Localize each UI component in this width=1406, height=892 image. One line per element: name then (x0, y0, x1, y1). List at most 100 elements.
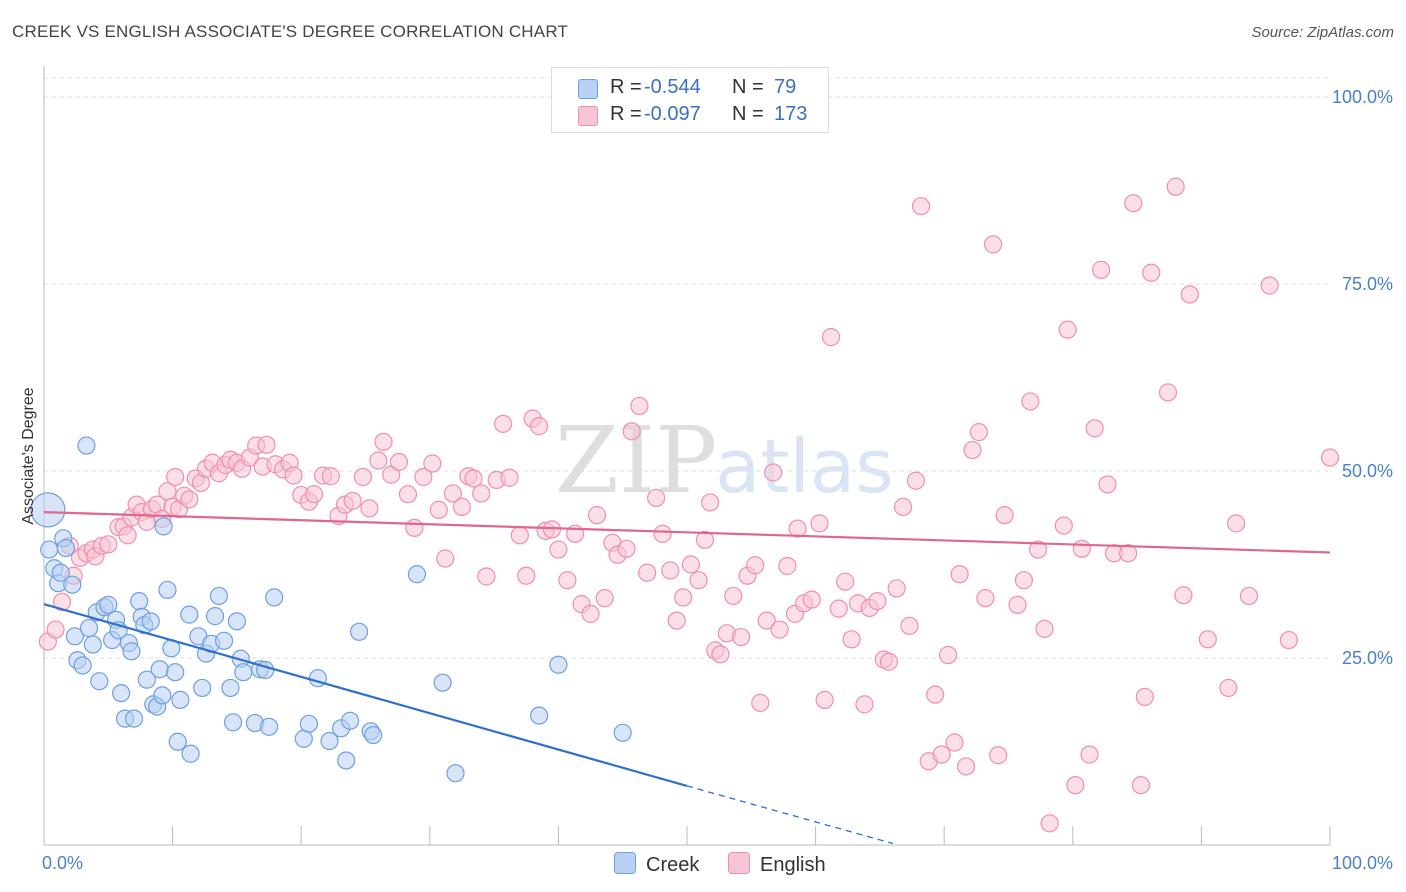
english-point-94 (661, 561, 680, 580)
creek-point-4 (51, 563, 70, 582)
english-point-158 (1085, 419, 1104, 438)
english-swatch (578, 106, 598, 126)
creek-point-74 (549, 655, 568, 674)
english-point-55 (374, 432, 393, 451)
english-point-140 (956, 757, 976, 776)
english-point-72 (500, 468, 519, 487)
english-point-13 (118, 526, 137, 545)
english-point-65 (452, 497, 472, 517)
english-point-169 (1174, 586, 1193, 605)
english-point-52 (353, 467, 373, 487)
english-point-130 (893, 497, 913, 517)
creek-point-66 (340, 711, 360, 730)
creek-point-26 (130, 592, 149, 611)
creek-point-69 (364, 725, 383, 745)
english-point-175 (1260, 276, 1279, 295)
english-point-122 (842, 630, 861, 649)
creek-point-51 (223, 713, 243, 732)
zipatlas-watermark-atlas: atlas (715, 424, 894, 510)
english-point-170 (1180, 285, 1199, 304)
english-point-60 (414, 467, 433, 487)
legend-row-english: R = -0.097 N = 173 (552, 101, 828, 129)
creek-point-6 (56, 538, 75, 558)
english-point-53 (360, 499, 379, 518)
zipatlas-watermark: ZIP (555, 407, 717, 514)
english-r-label: R = (610, 103, 642, 125)
creek-point-72 (446, 764, 465, 783)
trend-lines (43, 511, 1331, 845)
creek-trend-extension (686, 785, 893, 845)
creek-point-12 (79, 618, 99, 638)
english-point-69 (477, 567, 496, 586)
english-point-64 (443, 484, 463, 503)
english-point-145 (989, 746, 1008, 765)
english-point-10 (99, 535, 118, 554)
english-point-73 (510, 526, 529, 545)
english-point-39 (257, 435, 276, 454)
english-point-62 (429, 500, 448, 519)
english-point-166 (1142, 263, 1161, 282)
creek-point-35 (154, 517, 173, 536)
english-point-89 (622, 422, 641, 441)
english-point-23 (166, 467, 185, 487)
creek-point-49 (214, 631, 234, 650)
creek-point-1 (40, 540, 59, 559)
english-point-143 (976, 589, 995, 608)
creek-point-0 (30, 492, 66, 528)
english-point-51 (343, 491, 362, 511)
creek-point-71 (433, 673, 452, 692)
creek-point-52 (227, 612, 246, 631)
english-point-174 (1239, 586, 1259, 606)
english-point-149 (1021, 392, 1040, 411)
english-point-90 (630, 396, 649, 416)
english-point-160 (1098, 475, 1117, 494)
axes (43, 66, 1331, 846)
english-point-172 (1219, 678, 1238, 698)
english-point-132 (906, 471, 926, 490)
english-point-48 (321, 467, 340, 486)
creek-point-10 (73, 656, 92, 675)
y-tick-label-75: 75.0% (1342, 274, 1393, 294)
creek-point-47 (205, 607, 225, 626)
creek-series (30, 436, 632, 783)
creek-point-63 (320, 731, 339, 751)
english-trend-line (43, 511, 1331, 554)
creek-point-34 (153, 686, 172, 705)
creek-point-48 (209, 586, 228, 606)
creek-point-44 (193, 678, 212, 698)
english-point-98 (689, 571, 708, 590)
english-point-159 (1091, 260, 1111, 279)
english-point-151 (1035, 619, 1054, 638)
english-point-135 (926, 685, 945, 704)
english-point-142 (969, 423, 989, 442)
english-point-157 (1080, 745, 1099, 764)
english-point-177 (1320, 448, 1340, 467)
english-point-80 (558, 571, 577, 590)
english-point-74 (517, 566, 536, 585)
creek-r-value: -0.544 (644, 76, 701, 98)
english-point-57 (389, 452, 409, 472)
english-point-54 (369, 451, 388, 470)
x-tick-label-100: 100.0% (1332, 853, 1393, 873)
creek-point-61 (299, 714, 319, 733)
y-tick-label-100: 100.0% (1332, 87, 1393, 107)
creek-point-33 (150, 660, 169, 679)
english-point-176 (1279, 630, 1298, 650)
creek-point-30 (141, 612, 160, 631)
creek-point-42 (181, 744, 200, 763)
english-point-84 (587, 506, 607, 525)
english-series (38, 177, 1340, 833)
english-point-153 (1054, 516, 1073, 535)
english-r-value: -0.097 (644, 103, 701, 125)
english-point-121 (836, 572, 855, 591)
chart-source: Source: ZipAtlas.com (1251, 24, 1394, 41)
english-point-102 (711, 645, 730, 664)
creek-n-label: N = (732, 76, 764, 98)
creek-point-41 (180, 605, 199, 624)
creek-point-70 (407, 565, 427, 584)
english-point-154 (1058, 320, 1077, 339)
english-point-118 (815, 690, 834, 709)
english-point-163 (1124, 194, 1143, 213)
english-point-100 (701, 493, 720, 512)
creek-point-59 (265, 588, 284, 607)
